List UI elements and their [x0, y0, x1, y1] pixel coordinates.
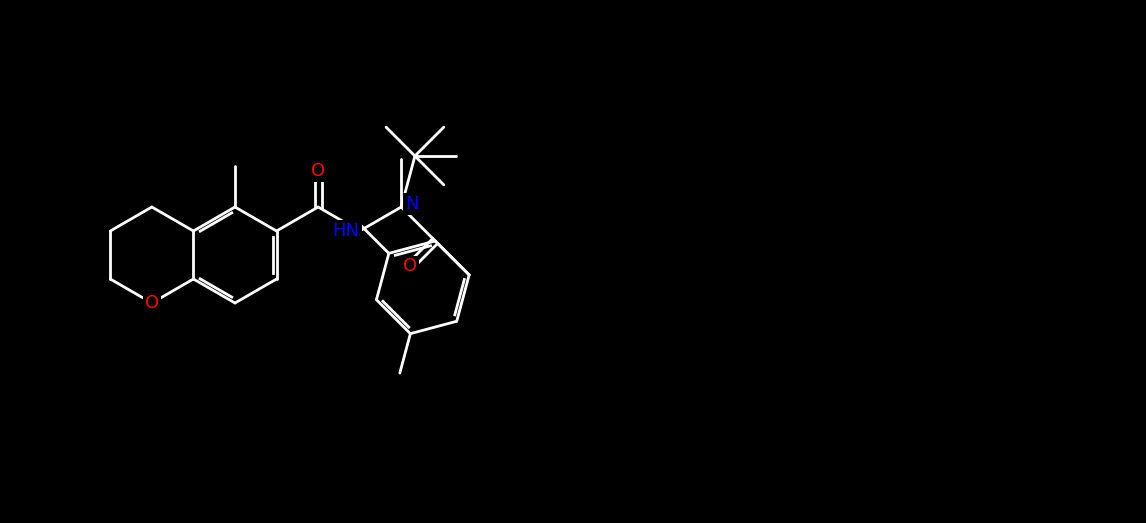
- Text: N: N: [406, 195, 418, 213]
- Text: O: O: [402, 257, 417, 276]
- Text: O: O: [144, 294, 159, 312]
- Text: HN: HN: [332, 222, 360, 240]
- Text: O: O: [311, 162, 325, 180]
